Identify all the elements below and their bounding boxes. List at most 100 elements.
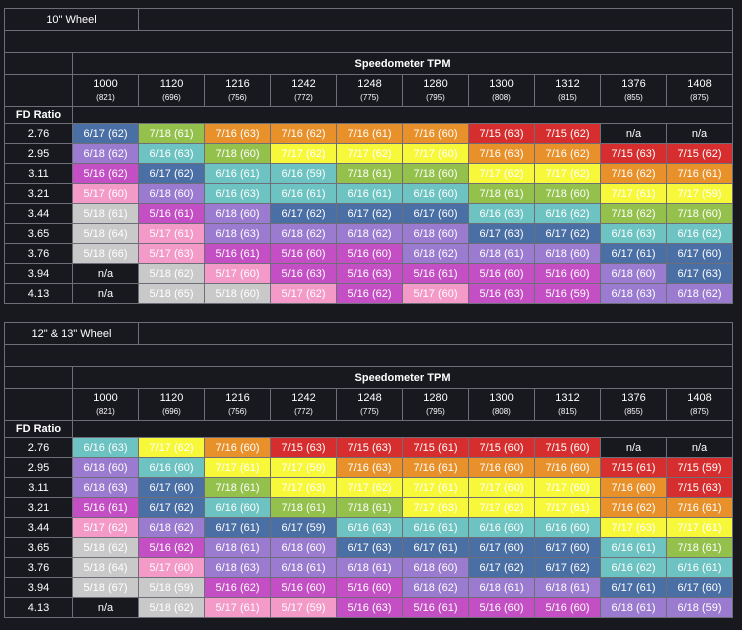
gear-cell: 6/16 (63): [138, 143, 206, 164]
tpm-value: 1000: [93, 77, 118, 90]
gear-cell: 7/18 (60): [204, 143, 272, 164]
tpm-sub-value: (772): [294, 406, 313, 416]
gear-cell: 7/17 (62): [270, 143, 338, 164]
tpm-column-header: 1376 (855): [600, 74, 668, 107]
tpm-column-header: 1312 (815): [534, 74, 602, 107]
gear-cell: 6/18 (62): [270, 223, 338, 244]
gear-cell: 7/17 (63): [402, 497, 469, 518]
gear-cell: 5/17 (60): [71, 183, 140, 204]
gear-cell: 5/16 (63): [336, 263, 404, 284]
fd-ratio-value: 3.94: [4, 577, 73, 598]
gear-cell: 6/16 (61): [270, 183, 338, 204]
gear-cell: 6/16 (60): [402, 183, 470, 204]
gear-cell: 5/16 (60): [336, 577, 403, 598]
tpm-sub-value: (775): [360, 406, 379, 416]
gear-cell: 7/18 (61): [204, 477, 271, 498]
table-row: 3.76 5/18 (66) 5/17 (63) 5/16 (61) 5/16 (60)…: [4, 243, 734, 264]
gear-cell: 6/18 (63): [204, 223, 272, 244]
gear-cell: 6/16 (61): [336, 183, 404, 204]
fd-ratio-value: 3.65: [4, 537, 73, 558]
gear-cell: n/a: [600, 123, 668, 144]
gear-cell: 6/16 (63): [600, 223, 668, 244]
tpm-value: 1280: [423, 391, 448, 404]
gear-cell: 5/16 (61): [402, 597, 469, 618]
gear-cell: n/a: [665, 437, 734, 458]
gear-cell: 6/18 (61): [600, 597, 667, 618]
gear-cell: 6/16 (60): [534, 517, 601, 538]
tpm-sub-value: (696): [162, 92, 181, 102]
gear-cell: 6/16 (61): [402, 517, 469, 538]
gear-cell: 5/16 (60): [534, 597, 601, 618]
gear-cell: 7/15 (63): [468, 123, 536, 144]
gear-cell: 7/15 (62): [666, 143, 734, 164]
table-row: 3.11 5/16 (62) 6/17 (62) 6/16 (61) 6/16 (59)…: [4, 163, 734, 184]
gear-cell: 5/16 (60): [534, 263, 602, 284]
tpm-column-header: 1248 (775): [336, 388, 403, 421]
gear-cell: 6/18 (61): [270, 557, 337, 578]
gear-cell: 7/18 (62): [600, 203, 668, 224]
tpm-value: 1300: [489, 391, 514, 404]
tpm-sub-value: (821): [96, 406, 115, 416]
gear-cell: 5/18 (62): [72, 537, 139, 558]
gear-cell: 5/18 (64): [72, 557, 139, 578]
tpm-column-header: 1120 (696): [138, 74, 206, 107]
gear-cell: 7/17 (59): [270, 457, 337, 478]
gear-cell: 6/16 (59): [270, 163, 338, 184]
gear-cell: 7/17 (61): [204, 457, 271, 478]
gear-cell: 6/18 (60): [72, 457, 139, 478]
gear-cell: 7/16 (62): [600, 497, 667, 518]
gear-cell: 7/16 (60): [534, 457, 601, 478]
fd-ratio-value: 2.76: [4, 123, 73, 144]
gear-cell: 7/17 (60): [534, 477, 601, 498]
gear-cell: 6/17 (62): [534, 223, 602, 244]
gear-cell: 7/16 (63): [468, 143, 536, 164]
gear-cell: 5/16 (61): [72, 497, 139, 518]
gear-cell: 6/18 (60): [600, 263, 668, 284]
fd-ratio-value: 3.76: [4, 557, 73, 578]
fd-ratio-value: 2.76: [4, 437, 73, 458]
gear-cell: 7/16 (62): [600, 163, 668, 184]
gear-cell: 5/17 (61): [204, 597, 271, 618]
gear-cell: 5/16 (62): [336, 283, 404, 304]
gear-cell: 6/18 (60): [138, 183, 206, 204]
table-row: 2.95 6/18 (60) 6/16 (60) 7/17 (61) 7/17 (59)…: [4, 457, 734, 478]
gear-cell: 6/17 (63): [666, 263, 734, 284]
gear-cell: 7/16 (61): [665, 497, 734, 518]
fd-ratio-value: 3.94: [4, 263, 73, 284]
fd-ratio-value: 3.21: [4, 183, 73, 204]
gear-cell: 5/16 (60): [468, 597, 535, 618]
gear-cell: 7/16 (63): [336, 457, 403, 478]
tpm-column-header: 1120 (696): [138, 388, 205, 421]
tpm-column-header: 1312 (815): [534, 388, 601, 421]
gear-cell: n/a: [600, 437, 667, 458]
table-row: 3.76 5/18 (64) 5/17 (60) 6/18 (63) 6/18 (61)…: [4, 557, 734, 578]
gear-cell: 5/16 (63): [270, 263, 338, 284]
gear-cell: 7/15 (63): [665, 477, 734, 498]
gear-cell: 6/17 (62): [138, 163, 206, 184]
gear-cell: 7/18 (61): [336, 497, 403, 518]
gear-cell: 5/18 (65): [138, 283, 206, 304]
tpm-column-header: 1248 (775): [336, 74, 404, 107]
tpm-column-header: 1280 (795): [402, 388, 469, 421]
fd-ratio-value: 2.95: [4, 457, 73, 478]
gear-cell: 7/15 (61): [402, 437, 469, 458]
gear-cell: 7/16 (60): [600, 477, 667, 498]
gear-cell: 7/15 (63): [336, 437, 403, 458]
tpm-column-header: 1216 (756): [204, 74, 272, 107]
gear-cell: 5/16 (63): [336, 597, 403, 618]
gear-cell: 6/18 (61): [468, 243, 536, 264]
gear-cell: 7/16 (63): [204, 123, 272, 144]
gear-cell: 7/17 (61): [534, 497, 601, 518]
gear-cell: 5/18 (62): [138, 597, 205, 618]
tpm-sub-value: (772): [294, 92, 313, 102]
tpm-sub-value: (875): [690, 406, 709, 416]
gear-cell: 7/15 (61): [600, 457, 667, 478]
tpm-sub-value: (875): [690, 92, 709, 102]
gear-cell: 6/17 (63): [468, 223, 536, 244]
gear-table: 10" Wheel Speedometer TPM 1000 (821) 1120 (69…: [3, 8, 734, 304]
gear-cell: 5/18 (62): [138, 263, 206, 284]
gear-cell: 6/18 (60): [402, 223, 470, 244]
tpm-value: 1242: [291, 77, 316, 90]
gear-cell: 6/16 (63): [72, 437, 139, 458]
gear-cell: 7/16 (60): [204, 437, 271, 458]
